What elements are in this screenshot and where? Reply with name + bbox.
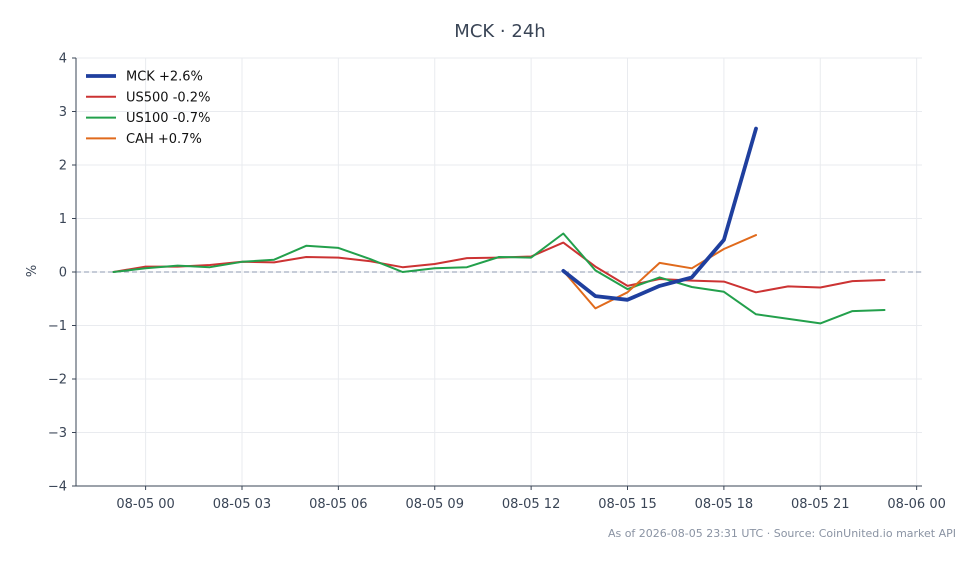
series-layer xyxy=(112,126,886,325)
x-tick-label: 08-05 12 xyxy=(502,497,560,512)
legend-label-us500: US500 -0.2% xyxy=(126,90,210,105)
series-line-cah xyxy=(562,234,757,310)
chart-title: MCK · 24h xyxy=(454,21,545,42)
x-ticks: 08-05 00 08-05 03 08-05 06 08-05 09 08-05 12… xyxy=(116,486,946,512)
y-tick-label: −2 xyxy=(48,373,67,388)
legend-label-mck: MCK +2.6% xyxy=(126,70,203,85)
y-axis-label: % xyxy=(25,265,40,277)
y-tick-label: 4 xyxy=(59,52,67,67)
x-tick-label: 08-05 00 xyxy=(116,497,174,512)
x-tick-label: 08-05 21 xyxy=(791,497,849,512)
y-ticks: 4 3 2 1 0 −1 −2 −3 −4 xyxy=(48,52,76,495)
series-line-us100 xyxy=(112,232,886,325)
y-tick-label: −1 xyxy=(48,319,67,334)
y-tick-label: −3 xyxy=(48,426,67,441)
y-tick-label: 0 xyxy=(59,266,67,281)
legend-label-cah: CAH +0.7% xyxy=(126,132,202,147)
series-line-us500 xyxy=(112,241,886,294)
x-tick-label: 08-05 06 xyxy=(309,497,367,512)
legend-label-us100: US100 -0.7% xyxy=(126,111,210,126)
y-tick-label: 2 xyxy=(59,159,67,174)
legend: MCK +2.6% US500 -0.2% US100 -0.7% CAH +0.7% xyxy=(86,70,210,147)
x-tick-label: 08-05 18 xyxy=(695,497,753,512)
x-tick-label: 08-05 09 xyxy=(406,497,464,512)
y-tick-label: −4 xyxy=(48,480,67,495)
footer-note: As of 2026-08-05 23:31 UTC · Source: Coi… xyxy=(608,527,956,540)
series-line-mck xyxy=(561,126,758,302)
x-tick-label: 08-06 00 xyxy=(887,497,945,512)
y-tick-label: 1 xyxy=(59,212,67,227)
y-tick-label: 3 xyxy=(59,105,67,120)
x-tick-label: 08-05 15 xyxy=(598,497,656,512)
x-tick-label: 08-05 03 xyxy=(213,497,271,512)
